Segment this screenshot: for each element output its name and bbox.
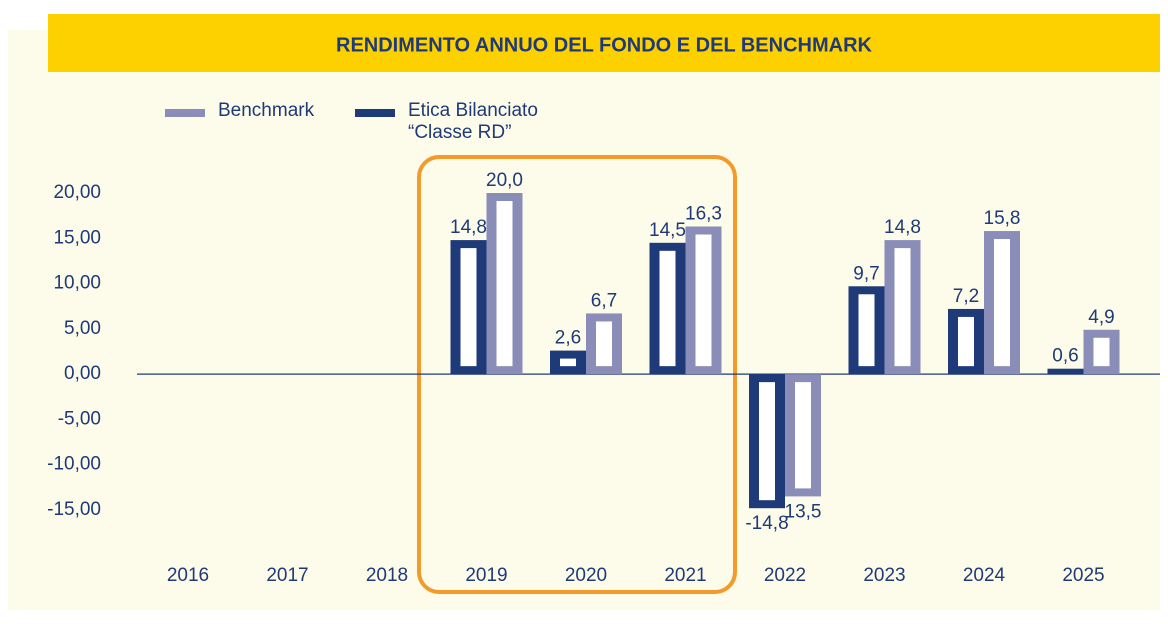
y-tick-label: 0,00 (64, 363, 101, 384)
value-label: 20,0 (486, 170, 523, 191)
legend-swatch (165, 109, 205, 117)
value-label: 4,9 (1088, 307, 1114, 328)
y-tick-label: -5,00 (58, 408, 101, 429)
x-tick-label: 2021 (664, 565, 706, 586)
value-label: 6,7 (591, 290, 617, 311)
y-tick-label: 20,00 (53, 182, 101, 203)
value-label: -14,8 (745, 513, 788, 534)
value-label: 2,6 (555, 328, 581, 349)
y-tick-label: 5,00 (64, 318, 101, 339)
chart-title: RENDIMENTO ANNUO DEL FONDO E DEL BENCHMA… (336, 34, 873, 56)
y-tick-label: 10,00 (53, 273, 101, 294)
value-label: 15,8 (984, 208, 1021, 229)
bar-inner (695, 234, 712, 367)
legend-label: Benchmark (218, 100, 315, 121)
y-tick-label: -10,00 (47, 454, 101, 475)
y-tick-label: -15,00 (47, 499, 101, 520)
bar-inner (460, 248, 477, 367)
x-tick-label: 2019 (465, 565, 507, 586)
bar-inner (858, 294, 875, 367)
bar-inner (958, 316, 974, 367)
value-label: 14,8 (450, 217, 487, 238)
x-tick-label: 2016 (167, 565, 209, 586)
x-tick-label: 2017 (266, 565, 308, 586)
value-label: 14,8 (884, 217, 921, 238)
value-label: 7,2 (953, 286, 979, 307)
x-tick-label: 2020 (565, 565, 607, 586)
bar-inner (994, 239, 1010, 367)
legend-swatch (355, 109, 395, 117)
x-tick-label: 2023 (863, 565, 905, 586)
value-label: 16,3 (685, 204, 722, 225)
value-label: 13,5 (785, 501, 822, 522)
y-tick-label: 15,00 (53, 227, 101, 248)
bar-inner (560, 358, 576, 367)
value-label: 9,7 (853, 263, 879, 284)
value-label: 14,5 (649, 220, 686, 241)
bar-inner (496, 201, 513, 367)
bar-inner (1093, 337, 1110, 367)
bar-inner (894, 248, 911, 367)
x-tick-label: 2024 (963, 565, 1006, 586)
bar-inner (596, 321, 612, 367)
bar-inner (759, 382, 775, 501)
bar-inner (659, 250, 676, 367)
legend-label: Etica Bilanciato “Classe RD” (408, 100, 538, 143)
title-bar (48, 14, 1160, 72)
bar-inner (795, 382, 811, 489)
bar (1047, 368, 1084, 375)
value-label: 0,6 (1052, 346, 1078, 367)
x-tick-label: 2022 (764, 565, 806, 586)
x-tick-label: 2018 (366, 565, 408, 586)
x-tick-label: 2025 (1062, 565, 1104, 586)
